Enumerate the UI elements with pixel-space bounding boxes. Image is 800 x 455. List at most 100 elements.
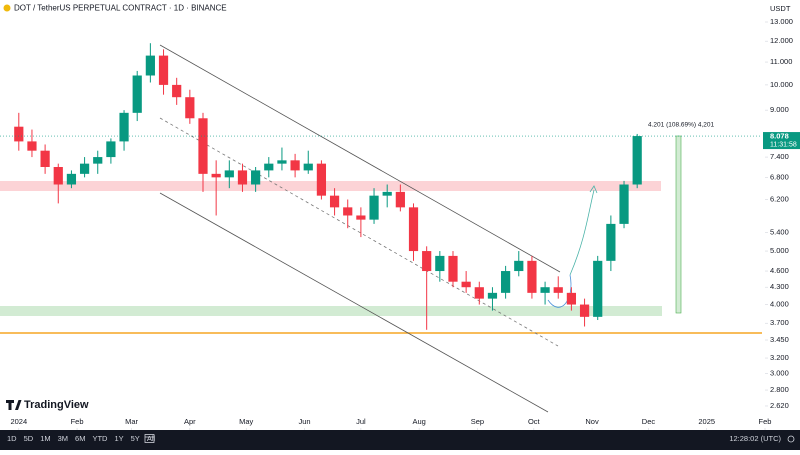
x-tick-label: Nov: [585, 417, 599, 426]
candle-body: [579, 304, 590, 317]
y-tick-label: 3.000: [770, 368, 789, 377]
clock: 12:28:02 (UTC): [729, 434, 781, 443]
candle-body: [606, 223, 616, 261]
brand-logo: [6, 400, 22, 410]
timeframe-button[interactable]: 1M: [40, 434, 50, 443]
y-tick-label: 4.000: [770, 300, 789, 309]
arrow-head: [589, 185, 598, 194]
candle-body: [237, 170, 248, 185]
x-tick-label: Jun: [298, 417, 310, 426]
candle-body: [198, 118, 208, 174]
candle-body: [593, 260, 603, 317]
y-tick-label: 10.000: [770, 80, 793, 89]
projection-arrow: [569, 189, 595, 276]
timeframe-button[interactable]: 1Y: [114, 434, 123, 443]
candle-body: [395, 191, 405, 208]
y-tick-label: 9.000: [770, 105, 789, 114]
timeframe-button[interactable]: YTD: [92, 434, 108, 443]
candle-body: [619, 184, 629, 224]
candle-body: [474, 287, 484, 299]
candle-body: [632, 136, 642, 185]
candle-body: [422, 251, 432, 272]
candle-body: [14, 126, 24, 142]
y-tick-label: 3.200: [770, 353, 789, 362]
candle-body: [264, 163, 274, 171]
candle-body: [79, 163, 90, 174]
y-tick-label: 6.200: [770, 194, 789, 203]
candle-body: [369, 195, 379, 220]
timeframe-button[interactable]: All: [147, 434, 156, 443]
x-tick-label: Sep: [471, 417, 484, 426]
chart-title: DOT / TetherUS PERPETUAL CONTRACT · 1D ·…: [14, 4, 227, 13]
candle-body: [487, 292, 498, 299]
x-tick-label: Feb: [759, 417, 772, 426]
candle-body: [119, 112, 129, 142]
candle-body: [40, 150, 50, 167]
candle-body: [290, 160, 300, 171]
timeframe-button[interactable]: 6M: [75, 434, 85, 443]
candle-body: [501, 271, 511, 293]
x-tick-label: Feb: [71, 417, 84, 426]
candle-body: [93, 157, 103, 164]
y-tick-label: 13.000: [770, 17, 793, 26]
candle-body: [106, 141, 116, 158]
x-tick-label: Jul: [356, 417, 366, 426]
candle-body: [435, 255, 445, 272]
support-zone: [0, 306, 662, 316]
y-tick-label: 11.000: [770, 57, 792, 66]
y-tick-label: 3.450: [770, 335, 789, 344]
x-tick-label: May: [239, 417, 253, 426]
y-tick-label: 2.800: [770, 385, 789, 394]
symbol-icon: [3, 4, 11, 12]
candle-body: [316, 163, 327, 196]
candle-body: [382, 191, 392, 196]
y-tick-label: 5.400: [770, 228, 789, 237]
candle-body: [540, 287, 550, 293]
candle-body: [566, 292, 577, 305]
toolbar: [0, 430, 800, 450]
candle-body: [224, 170, 234, 178]
measure-label: 4.201 (108.69%) 4,201: [648, 122, 715, 129]
channel-mid: [159, 117, 559, 347]
candle-body: [27, 141, 37, 151]
timeframe-button[interactable]: 5Y: [131, 434, 140, 443]
projection-arrow: [547, 274, 572, 308]
x-tick-label: Apr: [184, 417, 196, 426]
candle-body: [158, 55, 169, 85]
channel-lower: [159, 192, 549, 413]
price-badge: [763, 132, 800, 150]
y-tick-label: 7.400: [770, 152, 789, 161]
x-tick-label: Aug: [412, 417, 425, 426]
candle-body: [553, 287, 563, 293]
y-tick-label: 4.600: [770, 266, 789, 275]
measure-bar: [675, 135, 682, 314]
candle-body: [277, 160, 287, 164]
y-tick-label: 6.800: [770, 172, 789, 181]
timeframe-button[interactable]: 1D: [7, 434, 17, 443]
candle-body: [343, 207, 353, 216]
x-tick-label: 2025: [698, 417, 715, 426]
candle-body: [514, 260, 524, 272]
timeframe-button[interactable]: 5D: [24, 434, 34, 443]
timeframe-button[interactable]: 3M: [58, 434, 68, 443]
calendar-icon[interactable]: [144, 434, 155, 443]
y-tick-label: 3.700: [770, 318, 789, 327]
y-unit: USDT: [770, 4, 791, 13]
x-tick-label: Dec: [642, 417, 656, 426]
y-tick-label: 2.620: [770, 401, 789, 410]
channel-upper: [159, 44, 561, 273]
last-price-label: 8.078: [770, 132, 789, 141]
settings-icon[interactable]: [787, 435, 795, 443]
candle-body: [185, 97, 195, 119]
candle-body: [53, 166, 63, 185]
candle-body: [356, 215, 366, 220]
candle-body: [408, 207, 419, 252]
resistance-zone: [0, 181, 661, 191]
y-tick-label: 4.300: [770, 282, 789, 291]
candle-body: [145, 55, 155, 76]
candle-body: [172, 84, 182, 98]
candle-body: [527, 260, 537, 293]
